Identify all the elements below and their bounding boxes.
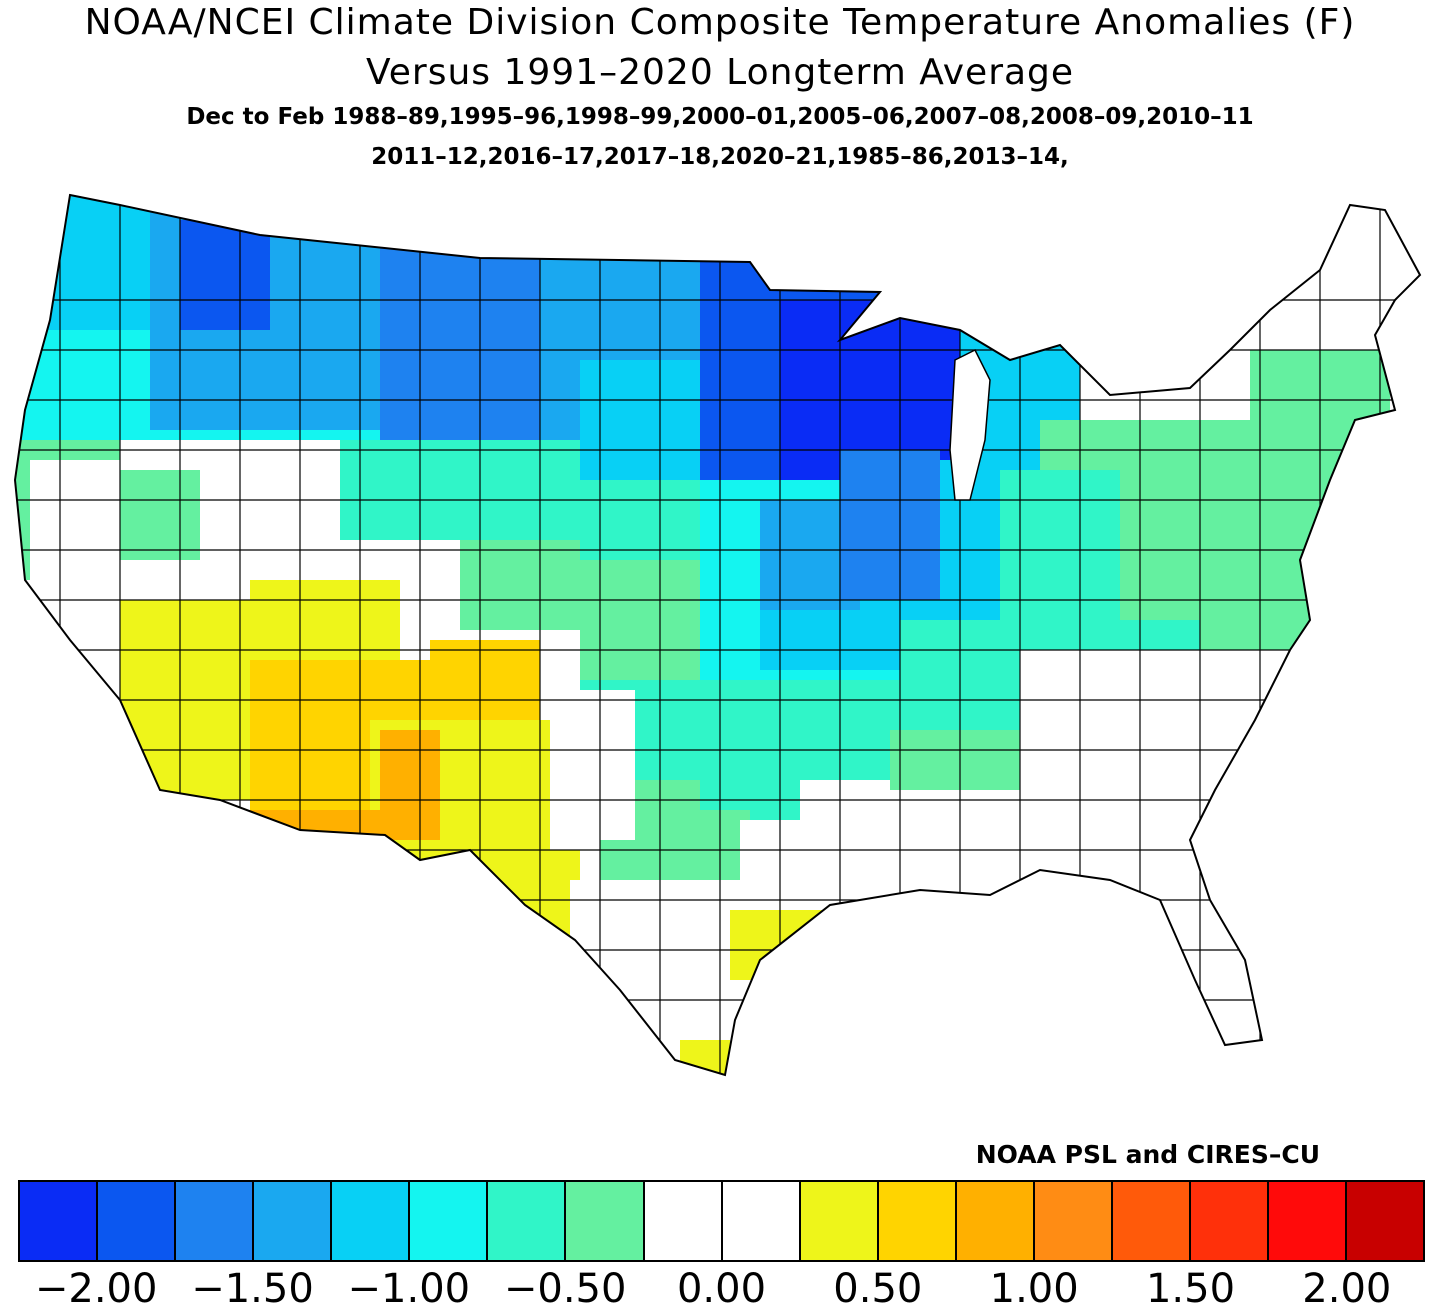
colorbar-segment bbox=[332, 1182, 411, 1260]
colorbar-ticks: −2.00 −1.50 −1.00 −0.50 0.00 0.50 1.00 1.50 2.00 bbox=[0, 1262, 1440, 1312]
us-outline bbox=[13, 193, 1422, 1077]
colorbar-segment bbox=[800, 1182, 879, 1260]
colorbar-segment bbox=[20, 1182, 99, 1260]
colorbar-segment bbox=[566, 1182, 645, 1260]
colorbar-segment bbox=[644, 1182, 723, 1260]
colorbar-tick-label: 2.00 bbox=[1302, 1266, 1392, 1312]
colorbar bbox=[18, 1180, 1425, 1262]
colorbar-segment bbox=[878, 1182, 957, 1260]
colorbar-segment bbox=[176, 1182, 255, 1260]
credit-text: NOAA PSL and CIRES–CU bbox=[975, 1140, 1320, 1169]
colorbar-segment bbox=[956, 1182, 1035, 1260]
colorbar-segment bbox=[1190, 1182, 1269, 1260]
colorbar-tick-label: 0.00 bbox=[676, 1266, 767, 1312]
colorbar-tick-label: 1.00 bbox=[989, 1266, 1079, 1312]
colorbar-segment bbox=[722, 1182, 801, 1260]
colorbar-tick-label: 0.50 bbox=[833, 1266, 923, 1312]
season-years-line-2: 2011–12,2016–17,2017–18,2020–21,1985–86,… bbox=[371, 144, 1069, 170]
colorbar-segment bbox=[1034, 1182, 1113, 1260]
map-subtitle: Versus 1991–2020 Longterm Average bbox=[365, 52, 1075, 93]
colorbar-segment bbox=[1269, 1182, 1348, 1260]
colorbar-tick-label: −1.50 bbox=[191, 1266, 314, 1312]
colorbar-segment bbox=[1112, 1182, 1191, 1260]
colorbar-segment bbox=[410, 1182, 489, 1260]
colorbar-tick-label: 1.50 bbox=[1145, 1266, 1236, 1312]
colorbar-segment bbox=[488, 1182, 567, 1260]
lake-michigan bbox=[949, 348, 991, 501]
us-climate-division-map bbox=[13, 193, 1422, 1077]
colorbar-segment bbox=[1347, 1182, 1424, 1260]
season-years-line-1: Dec to Feb 1988–89,1995–96,1998–99,2000–… bbox=[186, 104, 1254, 130]
colorbar-tick-label: −0.50 bbox=[503, 1266, 627, 1312]
colorbar-segment bbox=[254, 1182, 333, 1260]
map-title: NOAA/NCEI Climate Division Composite Tem… bbox=[84, 2, 1356, 43]
colorbar-segment bbox=[98, 1182, 177, 1260]
colorbar-tick-label: −1.00 bbox=[347, 1266, 471, 1312]
colorbar-tick-label: −2.00 bbox=[34, 1266, 158, 1312]
